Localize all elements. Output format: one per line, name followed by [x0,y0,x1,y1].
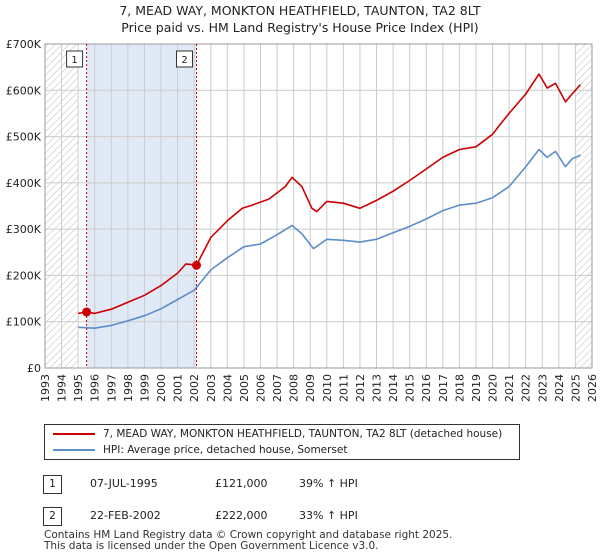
x-tick-label: 1993 [39,374,52,402]
y-tick-label: £100K [6,316,42,329]
x-tick-label: 2019 [470,374,483,402]
x-tick-label: 2013 [371,374,384,402]
x-tick-label: 1999 [138,374,151,402]
x-tick-label: 2003 [205,374,218,402]
legend-swatch-hpi [53,449,95,451]
x-tick-label: 2009 [304,374,317,402]
footer-line-1: Contains HM Land Registry data © Crown c… [44,529,453,541]
sale-label-number: 1 [71,55,77,66]
x-tick-label: 2005 [238,374,251,402]
transaction-date: 22-FEB-2002 [90,509,161,522]
x-tick-label: 2012 [354,374,367,402]
x-tick-label: 2016 [420,374,433,402]
sale-label-box [176,50,194,68]
transaction-number: 1 [43,475,62,494]
shaded-region [86,44,197,368]
x-tick-label: 2001 [172,374,185,402]
transaction-hpi-change: 39% ↑ HPI [299,477,358,490]
transaction-row: 2 22-FEB-2002 £222,000 33% ↑ HPI [0,506,600,528]
sale-point [82,307,92,317]
x-tick-label: 2010 [321,374,334,402]
x-tick-label: 1996 [89,374,102,402]
x-tick-label: 2025 [569,374,582,402]
sale-label-number: 2 [181,55,187,66]
y-tick-label: £500K [6,131,42,144]
x-tick-label: 2008 [288,374,301,402]
legend-label-hpi: HPI: Average price, detached house, Some… [103,444,348,456]
y-tick-label: £600K [6,84,42,97]
x-tick-label: 2006 [254,374,267,402]
plot-frame [44,43,593,369]
x-tick-label: 2026 [586,374,599,402]
x-tick-label: 2007 [271,374,284,402]
y-tick-label: £200K [6,269,42,282]
transaction-number: 2 [43,507,62,526]
y-tick-label: £700K [6,38,42,51]
price-series-line [78,73,581,315]
price-chart: £0 £100K £200K £300K £400K £500K £600K £700K 199… [6,38,599,402]
transaction-row: 1 07-JUL-1995 £121,000 39% ↑ HPI [0,474,600,496]
transaction-date: 07-JUL-1995 [90,477,158,490]
legend: 7, MEAD WAY, MONKTON HEATHFIELD, TAUNTON… [44,424,520,460]
x-tick-label: 2023 [536,374,549,402]
x-tick-label: 2024 [553,374,566,402]
x-tick-label: 1997 [105,374,118,402]
footer-line-2: This data is licensed under the Open Gov… [44,540,379,552]
transaction-price: £222,000 [215,509,268,522]
y-tick-label: £300K [6,223,42,236]
transaction-hpi-change: 33% ↑ HPI [299,509,358,522]
chart-title-line1: 7, MEAD WAY, MONKTON HEATHFIELD, TAUNTON… [119,3,481,18]
sale-label-box [66,50,84,68]
sale-point [192,260,202,270]
x-tick-label: 2004 [221,374,234,402]
x-tick-label: 2000 [155,374,168,402]
x-tick-label: 1995 [72,374,85,402]
x-tick-label: 1998 [122,374,135,402]
x-tick-label: 2018 [453,374,466,402]
x-tick-label: 2017 [437,374,450,402]
footer-attribution: Contains HM Land Registry data © Crown c… [44,530,452,552]
y-tick-label: £0 [27,362,41,375]
hpi-series-line [78,148,581,330]
x-tick-label: 1994 [56,374,69,402]
legend-swatch-price [53,433,95,435]
x-tick-label: 2002 [188,374,201,402]
hatched-region [575,44,592,368]
x-tick-label: 2022 [520,374,533,402]
legend-label-price: 7, MEAD WAY, MONKTON HEATHFIELD, TAUNTON… [103,428,503,440]
chart-title-line2: Price paid vs. HM Land Registry's House … [121,20,479,35]
x-tick-label: 2014 [387,374,400,402]
x-tick-label: 2015 [404,374,417,402]
x-tick-label: 2011 [337,374,350,402]
y-tick-label: £400K [6,177,42,190]
x-tick-label: 2020 [487,374,500,402]
x-tick-label: 2021 [503,374,516,402]
transaction-price: £121,000 [215,477,268,490]
